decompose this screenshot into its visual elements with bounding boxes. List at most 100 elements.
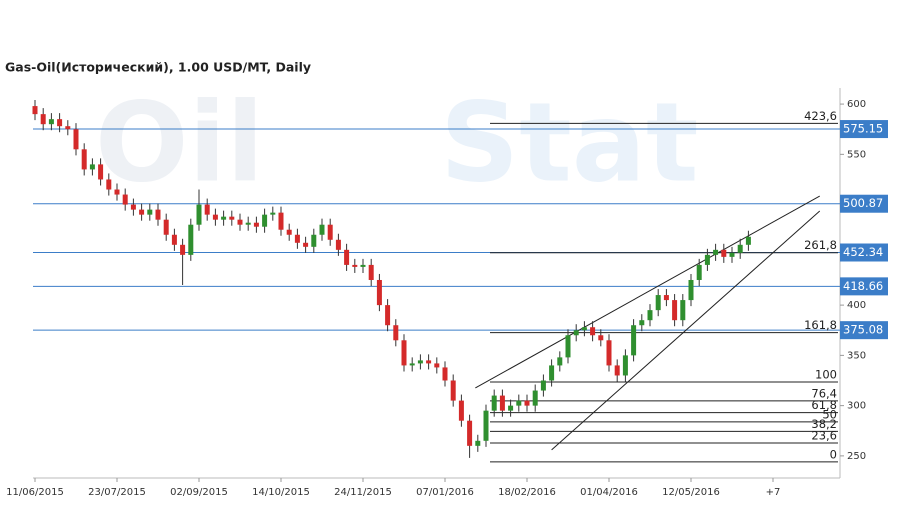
level-label: 452.34 — [843, 245, 883, 259]
fib-label: 161,8 — [804, 318, 837, 332]
candle-body — [262, 214, 268, 227]
fib-label: 423,6 — [804, 109, 837, 123]
candle-body — [540, 380, 546, 391]
x-tick-label: 14/10/2015 — [252, 487, 310, 498]
level-label: 375.08 — [843, 323, 883, 337]
y-tick-label: 600 — [847, 99, 866, 110]
candle-body — [81, 149, 87, 170]
candle-body — [557, 357, 563, 366]
y-tick-label: 400 — [847, 300, 866, 311]
candle-body — [40, 114, 46, 125]
candle-body — [32, 106, 38, 115]
candle-body — [294, 234, 300, 243]
candle-body — [270, 212, 276, 215]
fib-label: 38,2 — [811, 417, 837, 431]
candle-body — [122, 194, 128, 205]
y-tick-label: 300 — [847, 401, 866, 412]
y-tick-label: 550 — [847, 149, 866, 160]
candle-body — [98, 164, 104, 180]
candle-body — [327, 224, 333, 240]
fib-label: 23,6 — [811, 429, 837, 443]
watermark: Oil — [95, 78, 264, 206]
candle-body — [180, 244, 186, 255]
candle-body — [516, 400, 522, 406]
candle-body — [48, 119, 54, 125]
candle-body — [196, 204, 202, 225]
candle-body — [385, 305, 391, 326]
y-tick-label: 350 — [847, 350, 866, 361]
candle-body — [229, 216, 235, 220]
candle-body — [442, 367, 448, 381]
candle-body — [73, 129, 79, 150]
level-box — [840, 194, 888, 213]
candle-body — [491, 395, 497, 411]
candle-body — [483, 410, 489, 441]
y-tick-label: 250 — [847, 451, 866, 462]
candle-body — [409, 363, 415, 366]
candle-body — [393, 325, 399, 341]
candle-body — [245, 222, 251, 225]
candle-body — [524, 400, 530, 406]
candle-body — [581, 327, 587, 331]
level-label: 575.15 — [843, 122, 883, 136]
candle-body — [221, 216, 227, 220]
x-tick-label: 02/09/2015 — [170, 487, 228, 498]
candle-body — [647, 310, 653, 321]
candle-body — [401, 340, 407, 366]
level-box — [840, 321, 888, 340]
candle-body — [204, 204, 210, 215]
candle-body — [532, 390, 538, 406]
candle-body — [565, 335, 571, 358]
candle-body — [590, 327, 596, 336]
level-label: 418.66 — [843, 279, 883, 293]
fib-label: 76,4 — [811, 386, 837, 400]
candle-body — [303, 242, 309, 247]
candle-body — [352, 264, 358, 267]
candle-body — [65, 126, 71, 130]
candle-body — [672, 300, 678, 321]
trend-line — [551, 210, 821, 451]
candle-body — [319, 224, 325, 235]
x-tick-label: 18/02/2016 — [498, 487, 556, 498]
candle-body — [417, 360, 423, 364]
candle-body — [458, 400, 464, 421]
candle-body — [163, 219, 169, 235]
x-tick-label: +7 — [766, 487, 781, 498]
candle-body — [426, 360, 432, 364]
candle-body — [171, 234, 177, 245]
x-tick-label: 12/05/2016 — [662, 487, 720, 498]
candle-body — [376, 279, 382, 306]
fib-label: 261,8 — [804, 238, 837, 252]
candle-body — [680, 300, 686, 321]
chart-title: Gas-Oil(Исторический), 1.00 USD/MT, Dail… — [5, 60, 311, 75]
candle-body — [729, 252, 735, 257]
candle-body — [57, 119, 63, 127]
candle-body — [475, 440, 481, 446]
candle-body — [598, 335, 604, 341]
fib-label: 50 — [822, 407, 837, 421]
candle-body — [573, 330, 579, 336]
candle-body — [147, 209, 153, 215]
candle-body — [467, 420, 473, 446]
candle-body — [114, 189, 120, 195]
watermark: Stat — [440, 78, 699, 206]
x-tick-label: 24/11/2015 — [334, 487, 392, 498]
candle-body — [335, 239, 341, 250]
candle-body — [139, 209, 145, 215]
x-tick-label: 07/01/2016 — [416, 487, 474, 498]
candle-body — [212, 214, 218, 220]
candle-body — [631, 325, 637, 356]
candle-body — [311, 234, 317, 247]
level-box — [840, 277, 888, 296]
candle-body — [696, 264, 702, 280]
candle-body — [745, 236, 751, 245]
level-box — [840, 120, 888, 139]
fib-label: 61,8 — [811, 398, 837, 412]
candle-body — [155, 209, 161, 220]
candle-body — [130, 204, 136, 210]
candle-body — [704, 254, 710, 265]
candle-body — [614, 365, 620, 376]
candle-body — [663, 295, 669, 301]
candle-body — [188, 224, 194, 255]
candle-body — [106, 179, 112, 190]
